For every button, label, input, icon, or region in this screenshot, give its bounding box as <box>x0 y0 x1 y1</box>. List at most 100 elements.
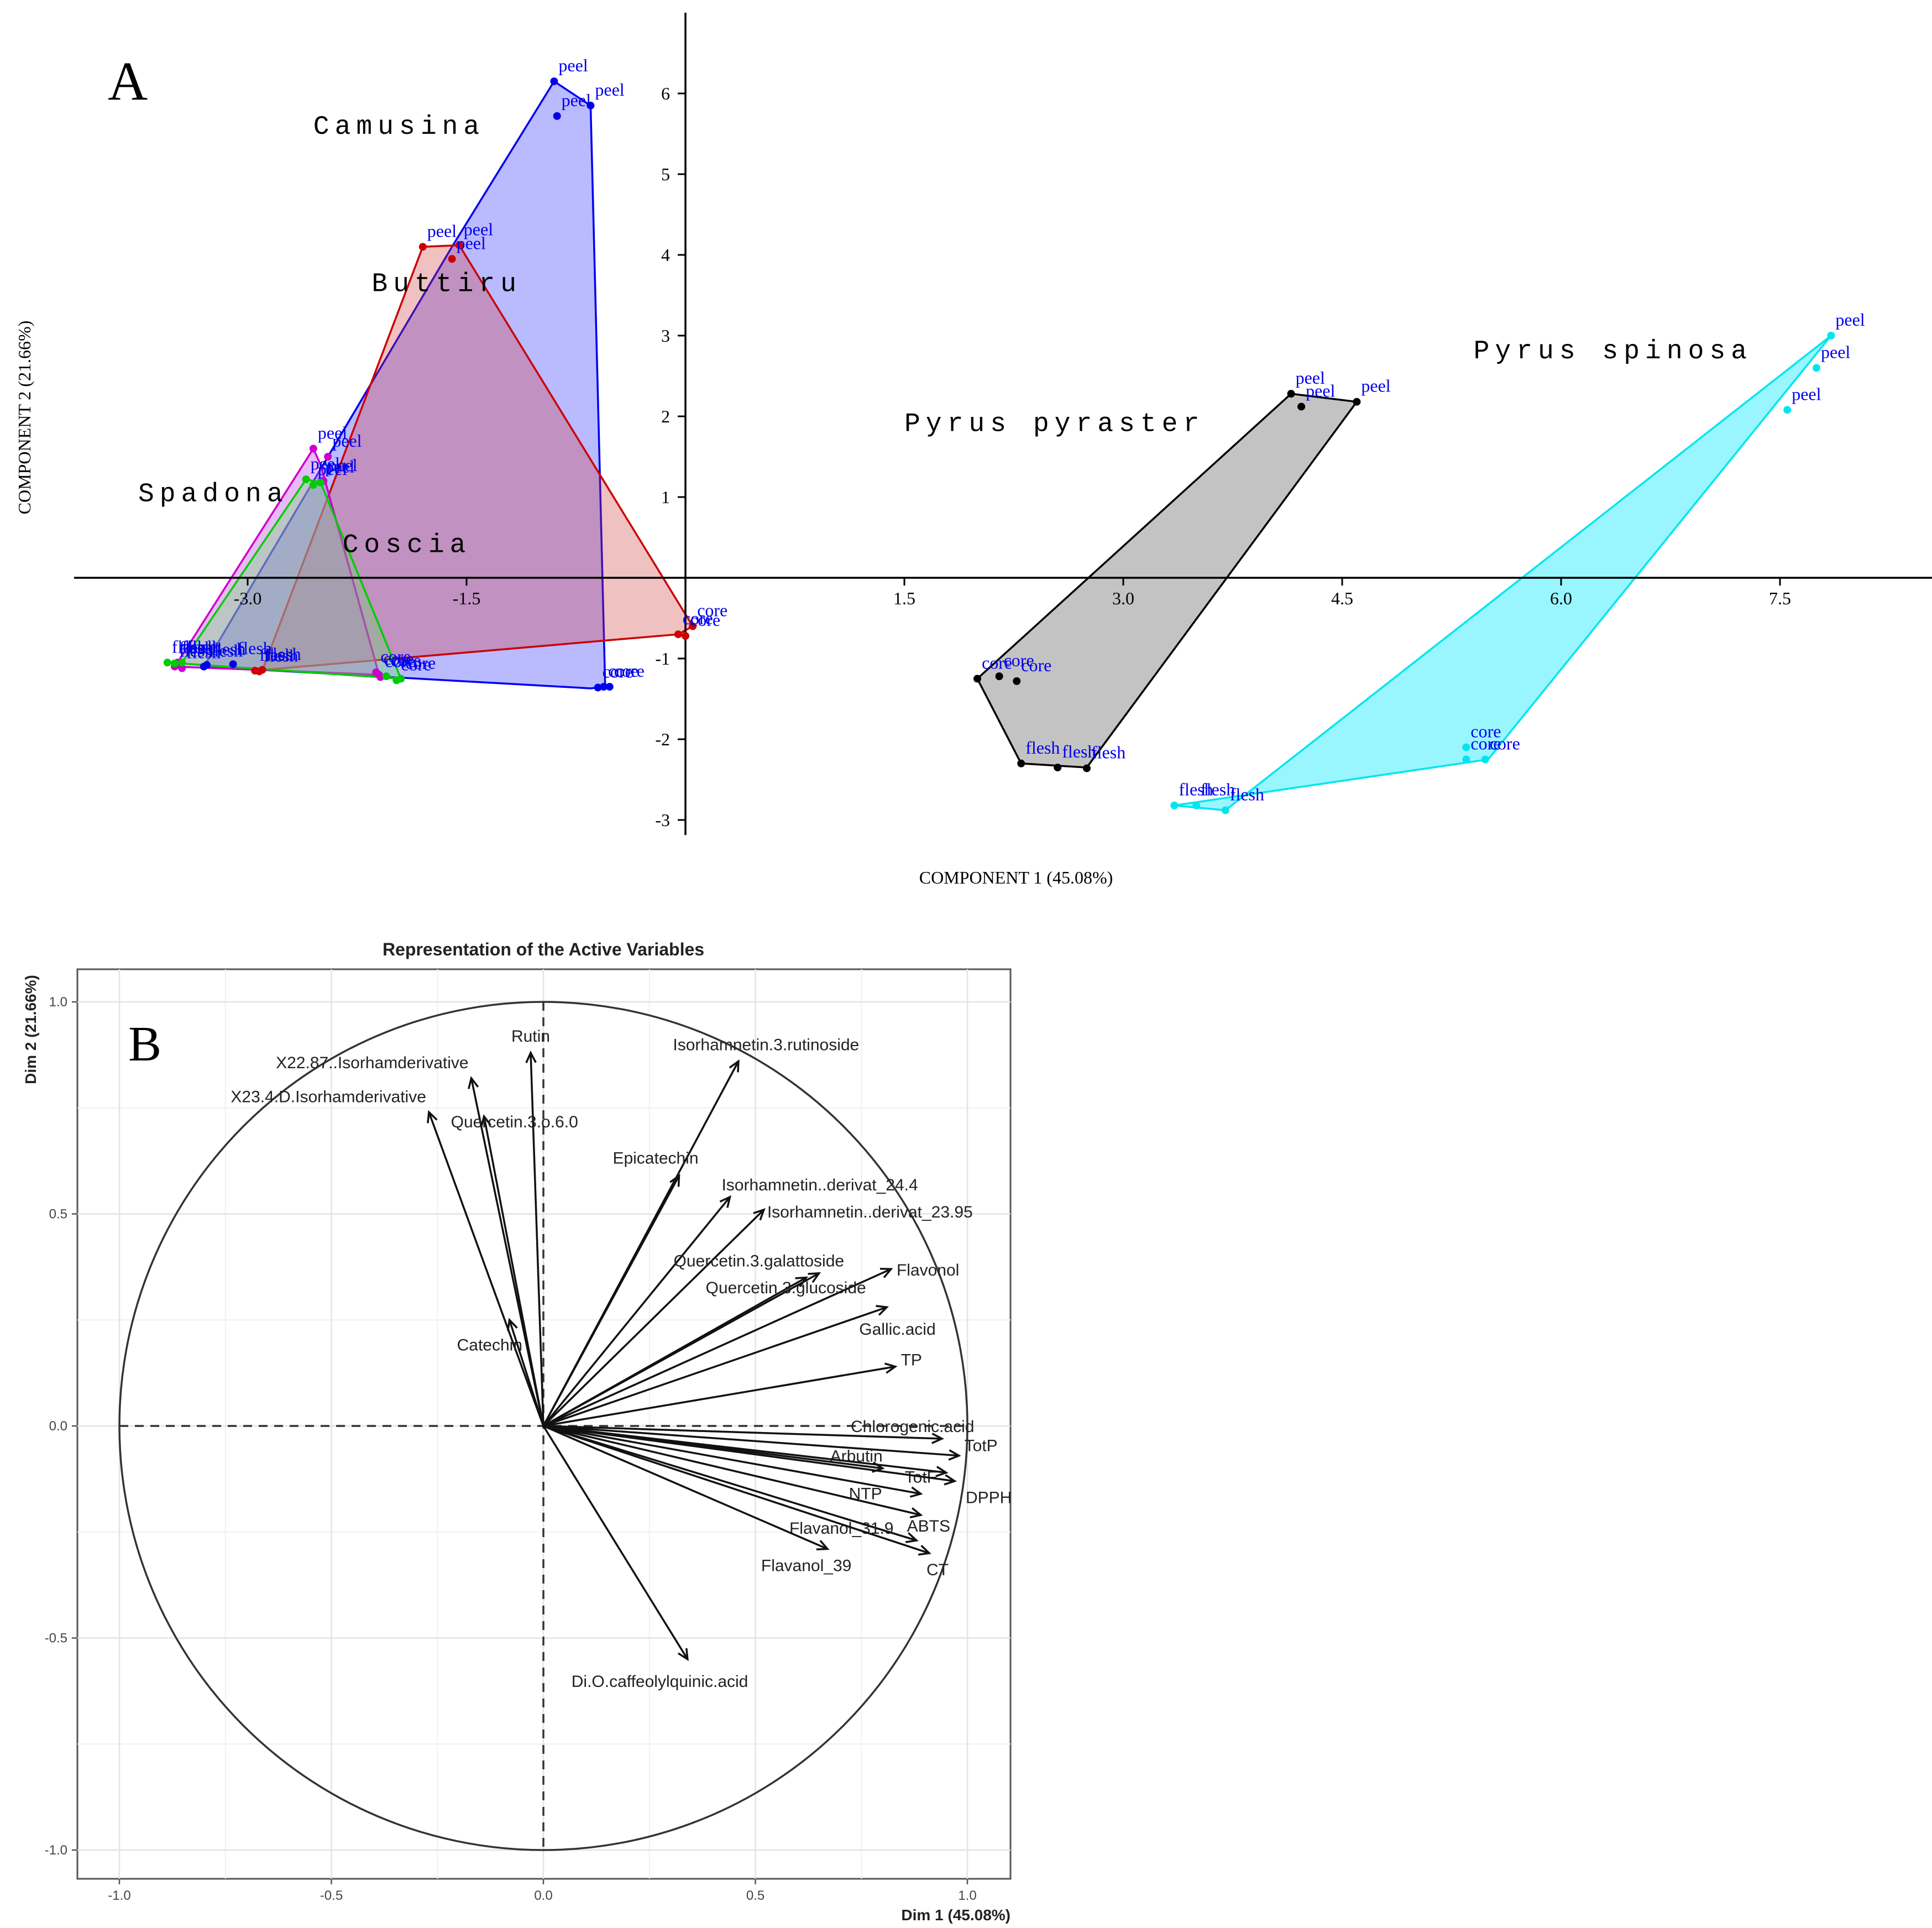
y-tick-label: 2 <box>661 406 670 426</box>
score-point <box>1462 743 1470 751</box>
point-label: peel <box>332 431 362 451</box>
y-tick-label: 0.0 <box>49 1419 67 1434</box>
x-tick-label: 0.0 <box>534 1888 552 1903</box>
arrowhead-totf <box>935 1466 949 1477</box>
point-label: peel <box>1835 310 1865 330</box>
score-point <box>1054 764 1062 772</box>
arrow-tp <box>543 1365 896 1427</box>
label-flavanol-39: Flavanol_39 <box>761 1556 851 1575</box>
point-label: flesh <box>1062 741 1096 761</box>
point-label: flesh <box>264 645 298 665</box>
label-x23-4-d-isorhamderivative: X23.4.D.Isorhamderivative <box>231 1088 426 1106</box>
point-label: peel <box>318 422 347 442</box>
y-tick-label: -2 <box>655 729 670 749</box>
point-label: flesh <box>211 639 245 659</box>
x-tick-label: -1.0 <box>108 1888 130 1903</box>
y-tick-label: -3 <box>655 810 670 830</box>
point-label: peel <box>457 233 486 253</box>
arrow-flavonol <box>543 1268 892 1427</box>
score-point <box>600 683 608 691</box>
score-point <box>382 672 390 681</box>
x-tick-label: 3.0 <box>1112 588 1134 608</box>
point-label: core <box>1490 734 1520 754</box>
score-point <box>973 675 981 683</box>
point-label: peel <box>1361 376 1390 396</box>
hull-pyrus-pyraster <box>976 393 1359 769</box>
arrow-totp <box>543 1425 959 1457</box>
x-tick-label: -0.5 <box>320 1888 343 1903</box>
point-label: core <box>614 661 645 681</box>
panel-a-letter: A <box>108 50 148 112</box>
point-label: core <box>697 600 727 620</box>
score-point <box>229 660 237 668</box>
point-label: core <box>1470 734 1501 754</box>
score-point <box>203 661 211 669</box>
point-label: peel <box>1306 380 1335 400</box>
variable-arrows: Rutin Isorhamnetin.3.rutinoside X22.87..Is… <box>231 1027 1012 1691</box>
point-label: peel <box>1821 342 1850 362</box>
arrowhead-totp <box>948 1449 961 1461</box>
panel-b-letter: B <box>128 1017 161 1072</box>
label-quercetin-3-o-6-0: Quercetin.3.o.6.0 <box>451 1113 578 1131</box>
score-point <box>1297 403 1306 411</box>
score-point <box>1462 755 1470 764</box>
group-label: Pyrus spinosa <box>1474 337 1752 367</box>
score-point <box>448 255 456 263</box>
score-point <box>309 481 317 489</box>
point-label: flesh <box>1091 743 1125 762</box>
y-tick-label: 3 <box>661 326 670 346</box>
score-point <box>1017 759 1025 767</box>
label-isorhamnetin-derivat-23-95: Isorhamnetin..derivat_23.95 <box>767 1203 973 1221</box>
score-point <box>1287 390 1295 398</box>
arrowhead-catechin <box>507 1318 518 1331</box>
point-label: peel <box>325 457 354 477</box>
label-quercetin-3-galattoside: Quercetin.3.galattoside <box>674 1252 845 1271</box>
y-tick-label: -0.5 <box>45 1631 67 1646</box>
point-label: core <box>405 653 436 673</box>
score-point <box>1353 398 1361 406</box>
y-tick-label: -1.0 <box>45 1843 67 1858</box>
label-x22-87-isorhamderivative: X22.87..Isorhamderivative <box>276 1054 469 1072</box>
label-ct: CT <box>926 1561 949 1579</box>
score-point <box>682 632 689 640</box>
score-point <box>324 453 332 461</box>
point-label: flesh <box>1201 780 1235 800</box>
point-label: peel <box>464 219 493 239</box>
arrow-di-o-caffeolylquinic-acid <box>542 1425 689 1660</box>
chart-title: Representation of the Active Variables <box>383 939 704 959</box>
arrow-totf <box>543 1425 946 1474</box>
x-tick-label: 1.5 <box>893 588 915 608</box>
point-label: flesh <box>208 641 243 661</box>
panel-b-variable-circle: Rutin Isorhamnetin.3.rutinoside X22.87..Is… <box>22 939 1012 1924</box>
point-label: peel <box>1296 368 1325 388</box>
score-point <box>1013 677 1021 685</box>
arrow-chlorogenic-acid <box>543 1425 943 1440</box>
y-axis-title: Dim 2 (21.66%) <box>22 975 39 1084</box>
arrowhead-chlorogenic-acid <box>931 1433 945 1444</box>
arrow-abts <box>543 1425 922 1516</box>
label-totp: TotP <box>965 1437 998 1455</box>
arrow-rutin <box>530 1052 544 1427</box>
point-label: peel <box>427 221 457 241</box>
point-label: peel <box>318 459 347 479</box>
group-hulls <box>167 80 1832 812</box>
label-isorhamnetin-derivat-24-4: Isorhamnetin..derivat_24.4 <box>721 1176 918 1194</box>
label-tp: TP <box>901 1351 922 1370</box>
score-point <box>594 683 602 692</box>
arrowhead-ntp <box>909 1486 923 1498</box>
arrow-catechin <box>508 1319 544 1427</box>
label-flavanol-31-9: Flavanol_31.9 <box>789 1519 893 1538</box>
score-point <box>587 101 595 109</box>
score-point <box>605 683 614 691</box>
point-label: core <box>603 662 633 682</box>
group-label: Pyrus pyraster <box>904 409 1205 439</box>
score-point <box>309 445 317 453</box>
arrow-gallic-acid <box>543 1306 887 1427</box>
panel-a-pca-scores: A -3.0 -1.5 1.5 3.0 4.5 6.0 7.5 -3 -2 -1 1 2 3 4 5 6 pe… <box>14 13 1932 887</box>
group-label: Camusina <box>313 112 485 142</box>
point-label: flesh <box>172 636 206 656</box>
score-point <box>689 622 697 630</box>
arrowhead-gallic-acid <box>876 1305 889 1316</box>
arrow-ct <box>543 1425 930 1554</box>
label-catechin: Catechin <box>457 1336 522 1354</box>
